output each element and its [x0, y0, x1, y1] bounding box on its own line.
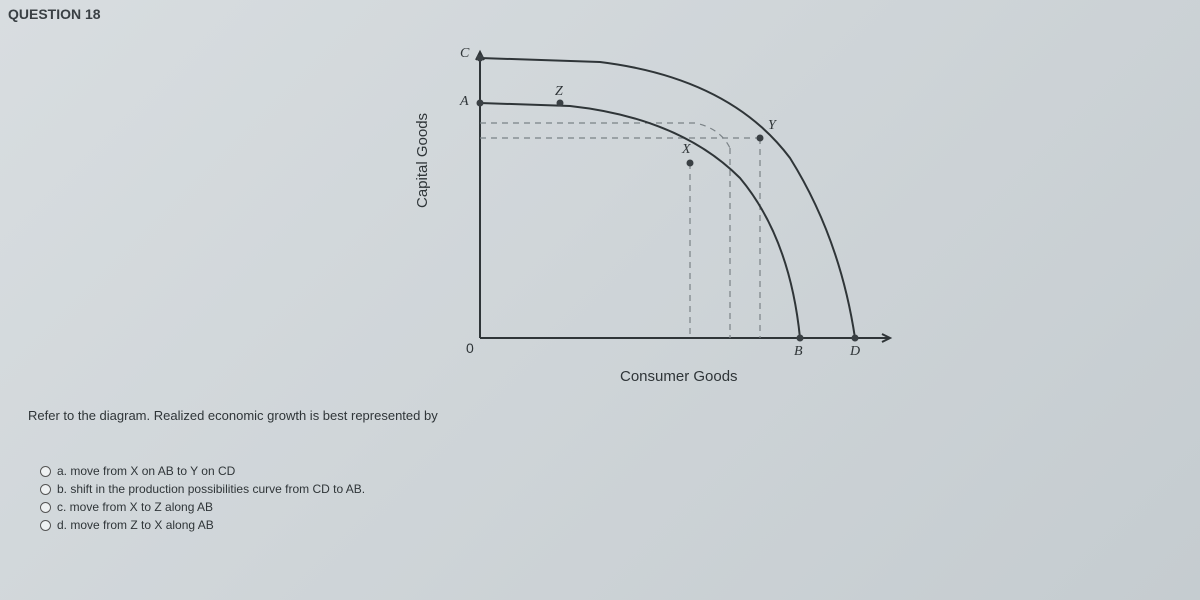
radio-icon[interactable]	[40, 502, 51, 513]
label-d: D	[850, 344, 860, 360]
point-c	[477, 55, 484, 62]
curve-cd	[480, 58, 855, 338]
option-label: a. move from X on AB to Y on CD	[57, 464, 235, 478]
question-header: QUESTION 18	[8, 6, 101, 22]
x-axis-label: Consumer Goods	[620, 368, 738, 385]
question-prompt: Refer to the diagram. Realized economic …	[28, 408, 438, 423]
page-root: QUESTION 18 Capital Goods Consumer Goods	[0, 0, 1200, 600]
radio-icon[interactable]	[40, 466, 51, 477]
ppf-diagram: Capital Goods Consumer Goods	[420, 48, 940, 388]
radio-icon[interactable]	[40, 484, 51, 495]
option-label: d. move from Z to X along AB	[57, 518, 214, 532]
option-label: b. shift in the production possibilities…	[57, 482, 365, 496]
point-a	[477, 100, 484, 107]
point-d	[852, 335, 859, 342]
radio-icon[interactable]	[40, 520, 51, 531]
dash-group	[480, 123, 760, 338]
point-x	[687, 160, 694, 167]
points-group	[477, 55, 859, 342]
point-z	[557, 100, 564, 107]
answer-options: a. move from X on AB to Y on CD b. shift…	[40, 460, 365, 536]
label-a: A	[460, 94, 469, 110]
option-b[interactable]: b. shift in the production possibilities…	[40, 482, 365, 496]
label-z: Z	[555, 84, 563, 100]
origin-label: 0	[466, 340, 474, 356]
option-d[interactable]: d. move from Z to X along AB	[40, 518, 365, 532]
option-c[interactable]: c. move from X to Z along AB	[40, 500, 365, 514]
point-y	[757, 135, 764, 142]
label-y: Y	[768, 118, 776, 134]
option-label: c. move from X to Z along AB	[57, 500, 213, 514]
point-b	[797, 335, 804, 342]
label-b: B	[794, 344, 803, 360]
dash-1	[480, 123, 730, 148]
label-x: X	[682, 142, 691, 158]
diagram-svg	[420, 48, 940, 388]
option-a[interactable]: a. move from X on AB to Y on CD	[40, 464, 365, 478]
label-c: C	[460, 46, 469, 62]
y-axis-label: Capital Goods	[414, 113, 431, 208]
